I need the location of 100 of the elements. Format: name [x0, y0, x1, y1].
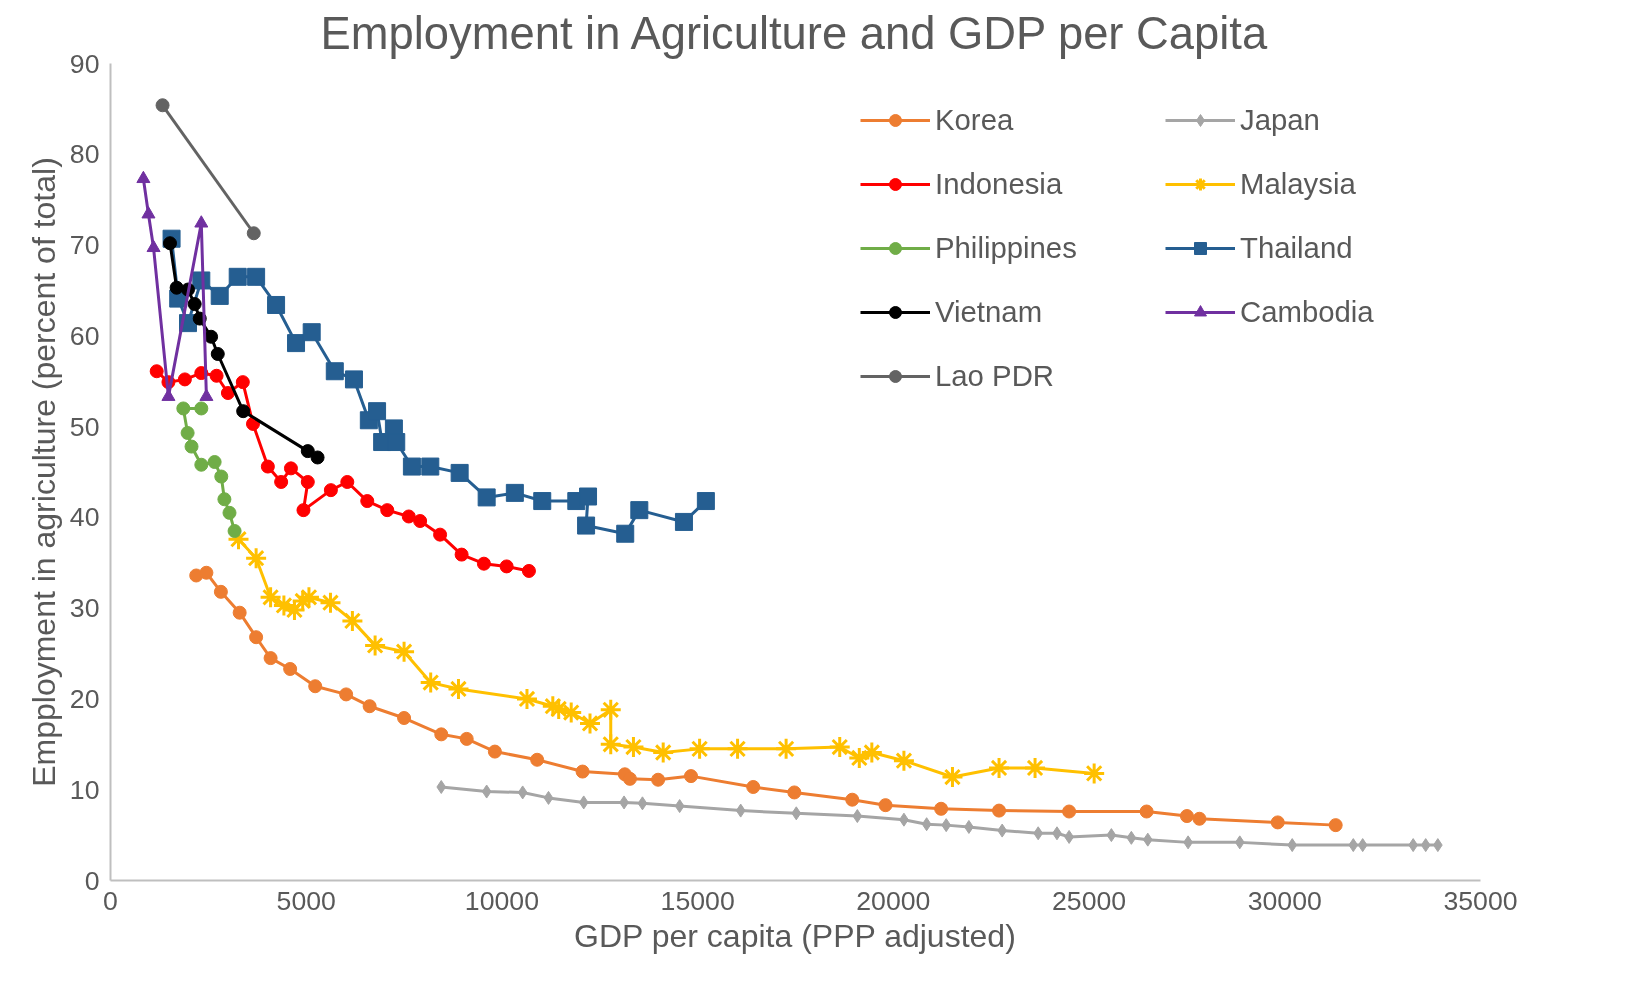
y-tick-label: 80 [69, 139, 100, 170]
x-tick-label: 25000 [1052, 885, 1127, 916]
point [735, 803, 746, 818]
point [421, 457, 440, 476]
point [419, 671, 443, 695]
point [362, 699, 377, 714]
point [1408, 838, 1419, 853]
point [228, 267, 247, 286]
point [204, 329, 219, 344]
point [630, 501, 649, 520]
point [521, 563, 536, 578]
point [1192, 811, 1207, 826]
point [1287, 838, 1298, 853]
point [397, 711, 412, 725]
point [847, 746, 871, 770]
point [1142, 832, 1153, 847]
point [774, 737, 798, 761]
point [487, 744, 502, 759]
point [477, 488, 496, 507]
y-tick-label: 40 [69, 502, 100, 533]
point [499, 559, 514, 574]
point [1139, 804, 1154, 819]
x-tick-label: 35000 [1443, 885, 1518, 916]
point [220, 386, 235, 401]
point [446, 677, 470, 701]
point [505, 483, 524, 502]
point [683, 769, 698, 784]
point [360, 494, 375, 509]
point [194, 457, 209, 472]
point [235, 375, 250, 390]
point [616, 524, 635, 543]
point [259, 585, 283, 609]
legend-label: Philippines [935, 231, 1078, 265]
point [1023, 756, 1047, 780]
point [1270, 815, 1285, 830]
legend-label: Vietnam [935, 295, 1044, 329]
legend-label: Lao PDR [935, 359, 1055, 393]
point [214, 469, 229, 484]
point [263, 651, 278, 666]
point [436, 780, 447, 794]
point [363, 633, 387, 657]
point [674, 512, 693, 531]
point [413, 514, 428, 529]
point [1082, 761, 1106, 785]
point [187, 297, 202, 312]
point [1234, 835, 1245, 850]
point [637, 796, 648, 811]
y-axis-title: Empployment in agriculture (percent of total) [25, 157, 62, 787]
point [184, 439, 199, 454]
point [244, 546, 268, 570]
point [433, 527, 448, 542]
point [579, 487, 598, 506]
point [176, 401, 191, 416]
point [559, 701, 583, 725]
point [450, 463, 469, 482]
point [287, 334, 306, 353]
point [1328, 818, 1343, 833]
point [401, 509, 416, 524]
y-tick-label: 90 [69, 48, 100, 79]
point [533, 492, 552, 511]
point [272, 593, 296, 617]
point [318, 591, 342, 615]
point [651, 772, 666, 787]
point [1126, 830, 1137, 845]
point [599, 732, 623, 756]
point [300, 475, 315, 489]
point [194, 215, 209, 228]
x-axis-title: GDP per capita (PPP adjusted) [574, 917, 1016, 954]
point [340, 475, 355, 489]
point [1348, 838, 1359, 853]
point [247, 267, 266, 286]
legend-label: Japan [1240, 103, 1321, 137]
point [940, 765, 964, 789]
point [136, 170, 151, 184]
point [578, 711, 602, 735]
point [209, 368, 224, 383]
point [380, 503, 395, 518]
point [217, 492, 232, 507]
point [274, 475, 289, 489]
point [249, 630, 264, 645]
y-tick-label: 20 [69, 683, 100, 714]
point [392, 640, 416, 664]
point [340, 609, 364, 633]
point [476, 556, 491, 571]
point [688, 737, 712, 761]
x-tick-label: 20000 [856, 885, 931, 916]
point [599, 698, 623, 722]
point [1179, 809, 1194, 824]
point [577, 516, 596, 535]
point [180, 425, 195, 440]
point [530, 752, 545, 767]
point [578, 795, 589, 810]
point [746, 780, 761, 794]
point [222, 505, 237, 520]
point [300, 444, 315, 459]
point [434, 727, 449, 742]
point [246, 226, 261, 241]
point [387, 433, 406, 452]
point [210, 347, 225, 361]
point [852, 809, 863, 824]
